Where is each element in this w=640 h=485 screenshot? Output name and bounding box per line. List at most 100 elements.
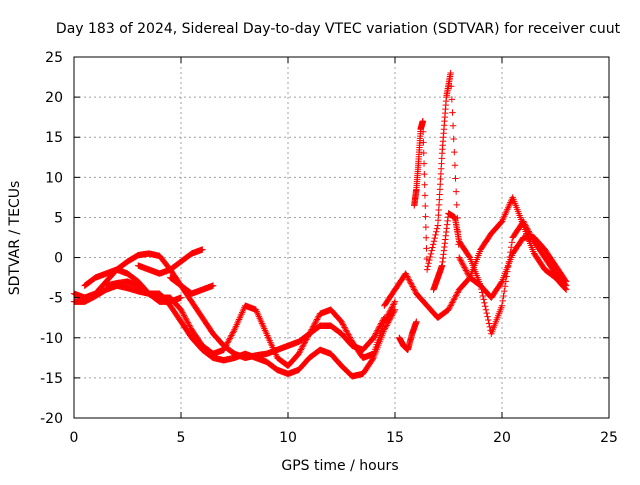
data-point	[486, 323, 493, 331]
chart-title: Day 183 of 2024, Sidereal Day-to-day VTE…	[56, 21, 621, 37]
data-point	[482, 306, 490, 313]
data-point	[505, 258, 513, 266]
data-point	[303, 334, 311, 342]
data-point	[446, 303, 454, 311]
data-point	[529, 235, 536, 242]
data-point	[345, 331, 352, 338]
data-point	[305, 331, 312, 339]
data-point	[306, 330, 313, 337]
data-point	[224, 339, 231, 346]
data-point	[298, 344, 305, 352]
data-point	[408, 281, 416, 289]
data-point	[301, 339, 309, 346]
data-point	[186, 323, 194, 331]
x-tick-label: 10	[279, 430, 297, 446]
data-point	[459, 260, 466, 267]
data-point	[222, 343, 229, 351]
data-point	[508, 239, 516, 246]
data-point	[339, 319, 346, 327]
data-point	[445, 306, 452, 313]
data-point	[306, 329, 314, 336]
data-point	[503, 273, 510, 280]
data-point	[454, 214, 461, 222]
data-point	[432, 231, 439, 239]
data-point	[506, 253, 513, 261]
data-point	[390, 301, 397, 308]
data-point	[179, 309, 186, 316]
data-point	[419, 128, 427, 135]
y-tick-label: 20	[45, 90, 63, 106]
data-point	[451, 148, 458, 156]
data-point	[422, 202, 429, 210]
data-point	[507, 248, 514, 256]
data-point	[389, 302, 396, 310]
x-tick-label: 25	[600, 430, 618, 446]
data-point	[427, 250, 435, 258]
data-point	[183, 317, 191, 325]
data-point	[313, 317, 320, 325]
data-point	[297, 346, 305, 353]
data-point	[307, 327, 315, 335]
data-point	[448, 96, 456, 103]
data-point	[481, 303, 489, 310]
data-point	[498, 279, 505, 286]
data-point	[481, 299, 488, 307]
series-t1	[70, 250, 388, 362]
data-point	[387, 305, 395, 313]
data-point	[461, 264, 468, 271]
data-point	[455, 241, 462, 248]
data-point	[304, 333, 312, 340]
data-point	[431, 234, 438, 242]
data-point	[421, 170, 428, 178]
data-point	[450, 296, 458, 303]
data-point	[225, 336, 233, 343]
data-point	[381, 317, 389, 324]
data-point	[185, 320, 192, 328]
data-point	[297, 347, 304, 355]
data-point	[295, 350, 302, 358]
data-point	[450, 135, 457, 143]
y-tick-label: -10	[40, 331, 63, 347]
data-point	[308, 326, 315, 333]
x-tick-label: 0	[70, 430, 79, 446]
data-point	[300, 342, 307, 349]
data-point	[309, 324, 316, 332]
data-point	[498, 302, 506, 309]
data-point	[387, 307, 394, 314]
data-point	[452, 293, 459, 301]
y-tick-label: 15	[45, 130, 63, 146]
data-point	[501, 287, 508, 295]
data-point	[426, 256, 433, 264]
y-tick-label: 5	[54, 210, 63, 226]
data-point	[448, 83, 455, 90]
data-point	[478, 289, 486, 296]
data-point	[452, 175, 459, 182]
data-point	[449, 297, 457, 305]
data-point	[424, 263, 432, 270]
data-point	[385, 309, 393, 317]
data-point	[296, 349, 303, 356]
y-axis-label: SDTVAR / TECUs	[7, 181, 23, 296]
data-point	[402, 270, 409, 277]
data-point	[403, 271, 410, 279]
data-point	[209, 282, 217, 289]
data-point	[407, 278, 414, 286]
data-point	[423, 266, 431, 273]
data-point	[430, 238, 438, 245]
data-point	[449, 299, 456, 306]
data-point	[451, 162, 459, 169]
data-point	[457, 257, 464, 264]
y-ticks: -20 -15 -10 -5 0 5 10 15 20 25	[40, 50, 609, 427]
data-point	[345, 332, 353, 340]
data-point	[230, 327, 237, 335]
data-point	[422, 223, 430, 231]
data-point	[449, 122, 457, 129]
data-point	[449, 109, 456, 116]
data-point	[420, 160, 428, 167]
data-point	[199, 246, 206, 253]
data-point	[391, 299, 398, 307]
data-point	[504, 263, 512, 270]
x-tick-label: 5	[177, 430, 186, 446]
data-point	[420, 149, 427, 157]
